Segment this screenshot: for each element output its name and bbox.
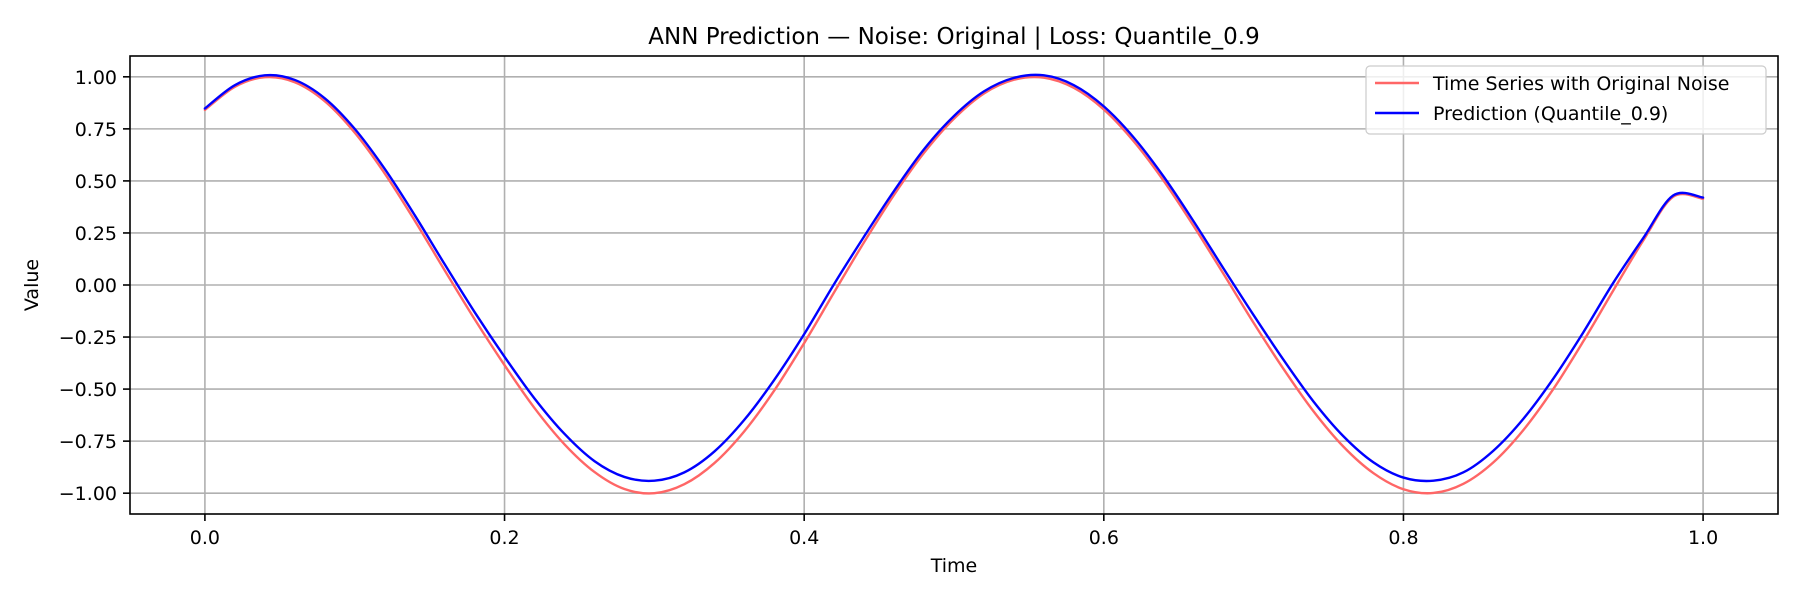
legend: Time Series with Original Noise Predicti…	[1365, 65, 1767, 135]
y-tick-label: 0.25	[75, 223, 117, 245]
y-tick-label: 1.00	[75, 67, 117, 89]
x-tick-label: 0.0	[190, 527, 220, 549]
x-tick-label: 0.2	[489, 527, 519, 549]
x-axis: 0.0 0.2 0.4 0.6 0.8 1.0	[190, 514, 1718, 549]
x-axis-title: Time	[930, 555, 978, 577]
series-line-prediction	[203, 73, 1705, 483]
x-tick-label: 0.6	[1089, 527, 1119, 549]
y-tick-label: −0.50	[59, 379, 117, 401]
x-tick-label: 0.8	[1388, 527, 1418, 549]
chart-title: ANN Prediction — Noise: Original | Loss:…	[648, 24, 1259, 50]
y-tick-label: −0.25	[59, 327, 117, 349]
y-tick-label: 0.75	[75, 119, 117, 141]
y-tick-label: −1.00	[59, 483, 117, 505]
y-axis: 1.00 0.75 0.50 0.25 0.00 −0.25 −0.50 −0.75 −1.00	[59, 67, 130, 505]
legend-label-original-noise: Time Series with Original Noise	[1432, 73, 1729, 95]
y-tick-label: 0.50	[75, 171, 117, 193]
series-layer	[203, 73, 1705, 495]
x-tick-label: 0.4	[789, 527, 819, 549]
x-tick-label: 1.0	[1688, 527, 1718, 549]
y-tick-label: −0.75	[59, 431, 117, 453]
y-axis-title: Value	[21, 259, 43, 311]
y-tick-label: 0.00	[75, 275, 117, 297]
legend-box	[1365, 65, 1767, 135]
legend-label-prediction: Prediction (Quantile_0.9)	[1433, 103, 1668, 125]
series-line-original-noise	[203, 75, 1705, 495]
